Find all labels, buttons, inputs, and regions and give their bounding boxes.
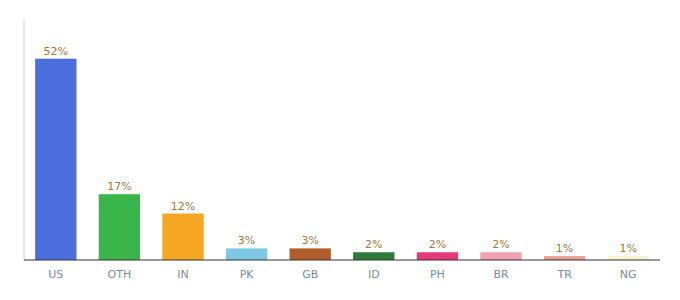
data-label: 17%	[107, 180, 131, 193]
bar	[35, 59, 76, 260]
bar	[353, 252, 394, 260]
bar	[99, 194, 140, 260]
x-tick-label: NG	[620, 268, 637, 281]
bar	[480, 252, 521, 260]
data-label: 2%	[429, 238, 446, 251]
data-label: 12%	[171, 200, 195, 213]
data-label: 2%	[492, 238, 509, 251]
x-tick-label: BR	[493, 268, 509, 281]
x-tick-label: TR	[556, 268, 572, 281]
data-label: 2%	[365, 238, 382, 251]
bar	[417, 252, 458, 260]
bar	[226, 248, 267, 260]
bar	[290, 248, 331, 260]
chart-container: 52% 17% 12% 3% 3% 2% 2% 2% 1% 1% US OTH IN PK GB ID PH BR…	[0, 0, 680, 300]
x-tick-label: US	[48, 268, 63, 281]
texts: 52% 17% 12% 3% 3% 2% 2% 2% 1% 1% US OTH IN PK GB ID PH BR…	[44, 45, 637, 281]
plot	[24, 20, 660, 260]
x-axis-line	[24, 259, 660, 260]
chart: 52% 17% 12% 3% 3% 2% 2% 2% 1% 1% US OTH IN PK GB ID PH BR…	[0, 0, 680, 300]
x-tick-label: PH	[430, 268, 445, 281]
data-label: 1%	[556, 242, 573, 255]
x-tick-label: OTH	[108, 268, 132, 281]
x-tick-label: IN	[177, 268, 188, 281]
x-tick-label: PK	[240, 268, 255, 281]
data-label: 1%	[619, 242, 636, 255]
x-tick-label: GB	[302, 268, 318, 281]
data-label: 3%	[238, 234, 255, 247]
bar	[162, 214, 203, 260]
x-tick-label: ID	[368, 268, 380, 281]
y-axis-line	[24, 20, 25, 260]
bars	[35, 59, 649, 260]
data-label: 3%	[301, 234, 318, 247]
data-label: 52%	[44, 45, 68, 58]
